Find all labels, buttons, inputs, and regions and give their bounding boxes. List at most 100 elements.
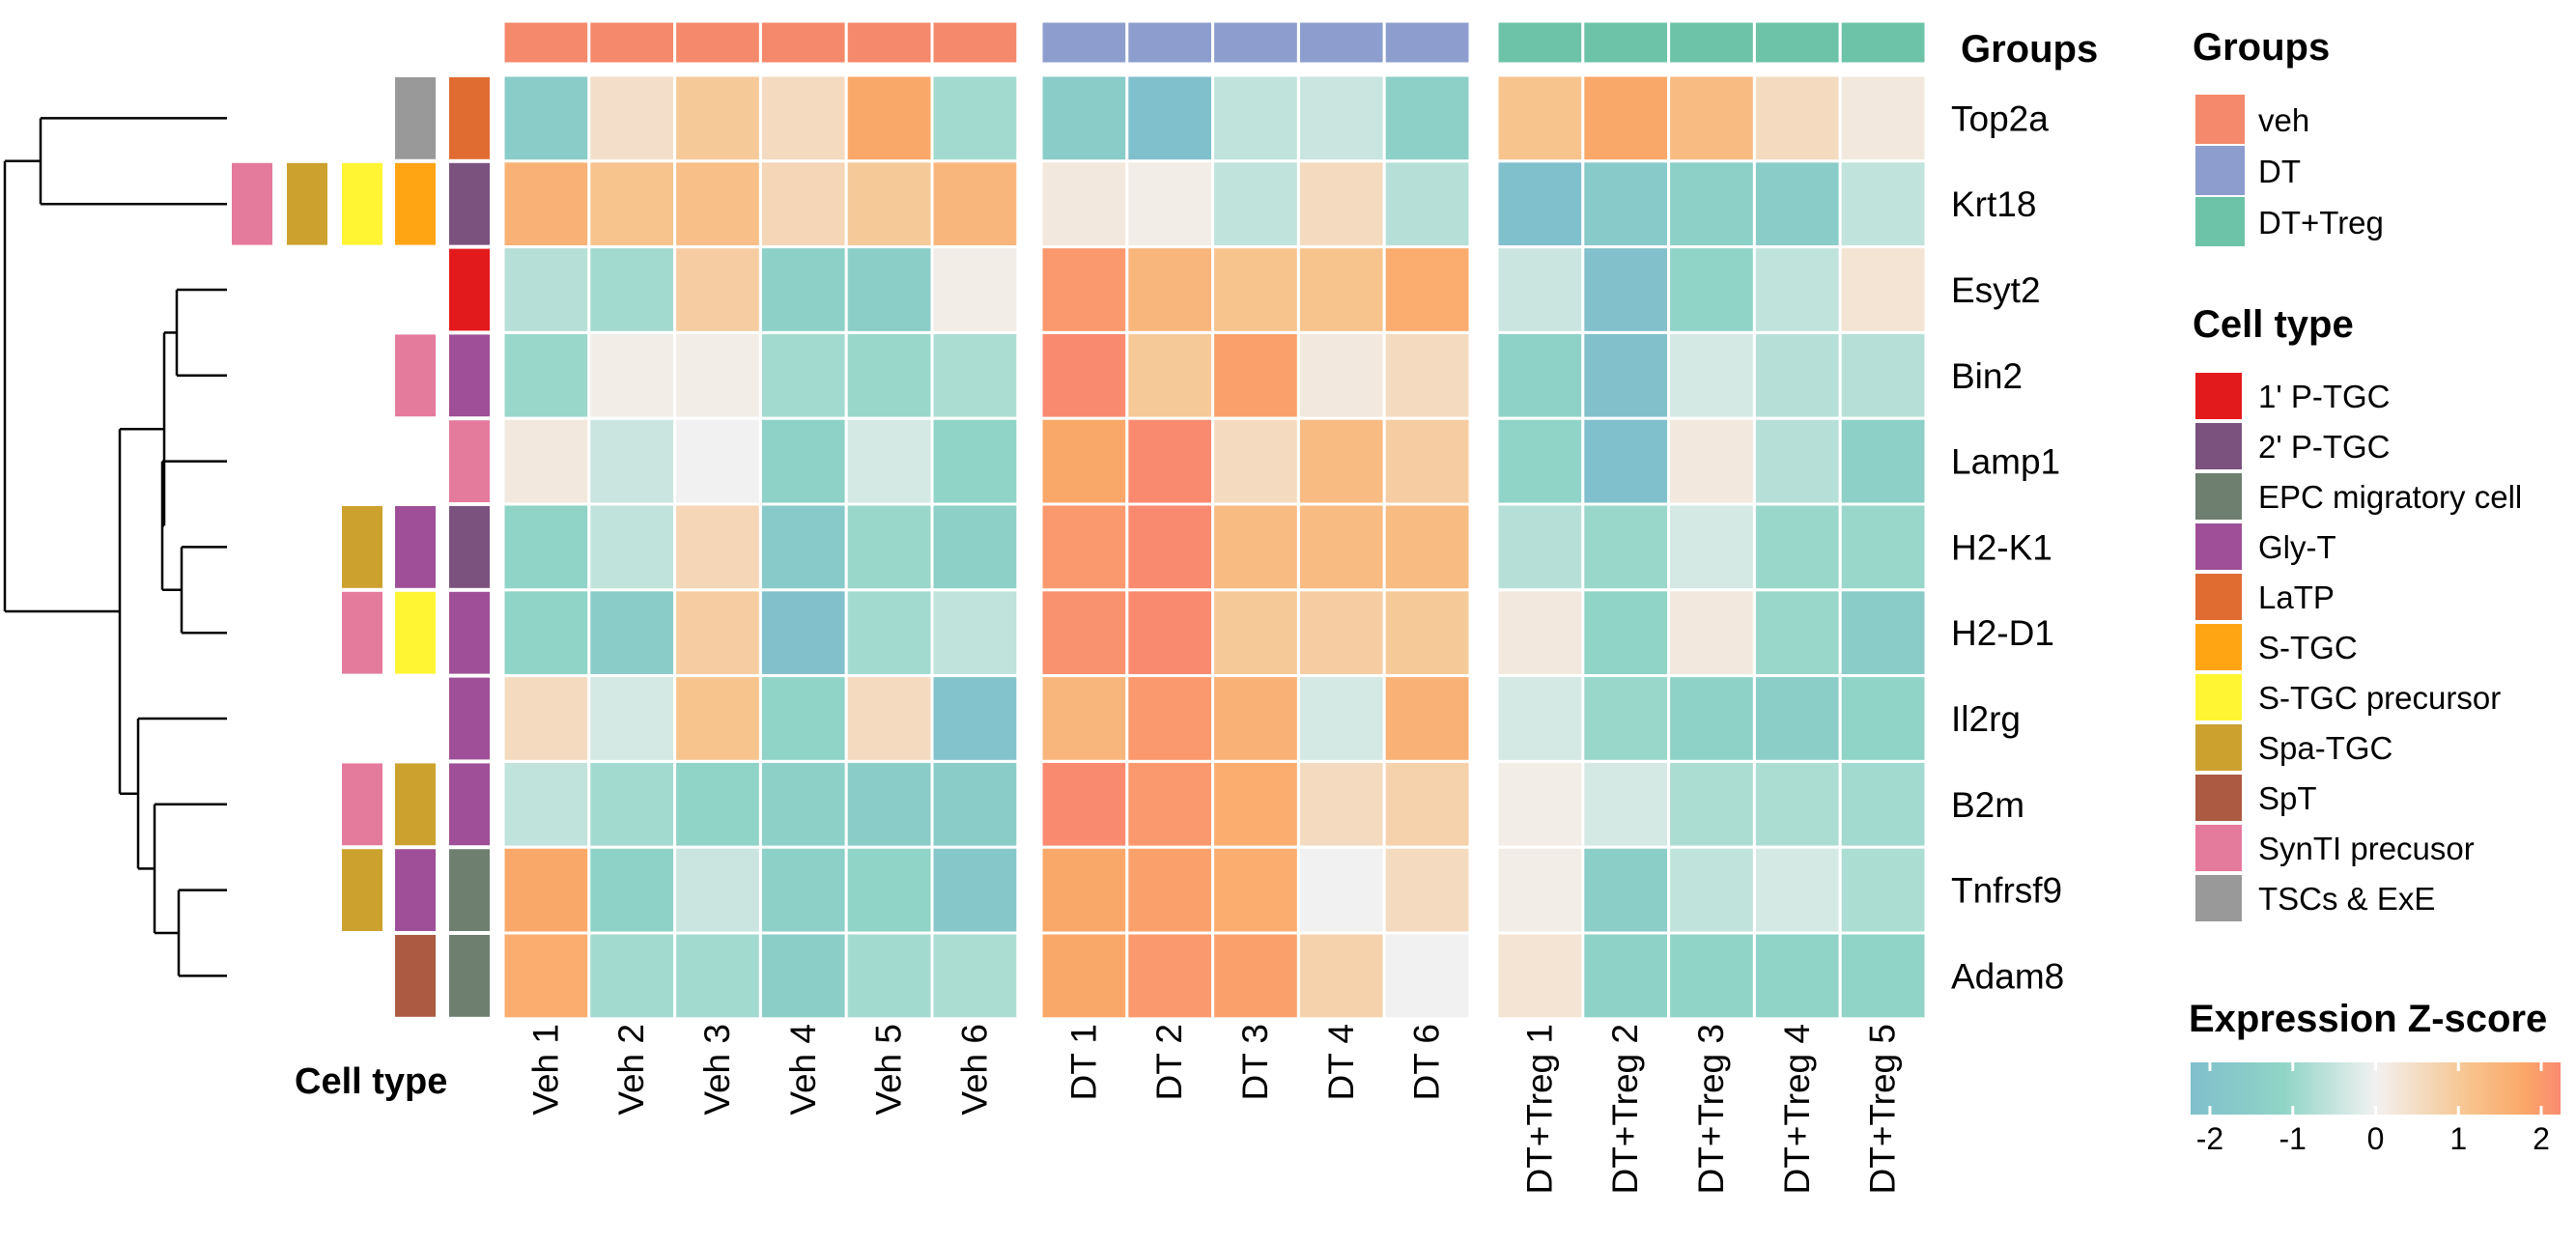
cell-top2a-dt-treg-1 bbox=[1495, 73, 1585, 163]
cell-lamp1-dt-treg-5 bbox=[1838, 416, 1928, 506]
gene-label-adam8: Adam8 bbox=[1951, 956, 2064, 996]
cell-adam8-veh-6 bbox=[930, 931, 1020, 1021]
cell-type-legend-label-spt: SpT bbox=[2258, 780, 2317, 816]
cell-b2m-veh-5 bbox=[844, 759, 934, 849]
cell-h2-d1-dt-treg-5 bbox=[1838, 588, 1928, 678]
cell-top2a-dt-treg-2 bbox=[1581, 73, 1671, 163]
groups-legend-label-veh: veh bbox=[2258, 102, 2309, 138]
annotation-top2a-latp bbox=[449, 77, 490, 159]
cell-lamp1-dt-treg-4 bbox=[1752, 416, 1842, 506]
cell-type-legend-swatch-spa-tgc bbox=[2194, 722, 2244, 773]
expression-color-bar-ticks: -2 -1 0 1 2 bbox=[2196, 1062, 2550, 1156]
gene-label-bin2: Bin2 bbox=[1951, 356, 2023, 396]
cell-bin2-dt-treg-2 bbox=[1581, 330, 1671, 420]
cell-tnfrsf9-dt-treg-3 bbox=[1667, 845, 1756, 935]
cell-adam8-veh-2 bbox=[587, 931, 677, 1021]
cell-krt18-dt-treg-5 bbox=[1838, 159, 1928, 249]
gene-label-esyt2: Esyt2 bbox=[1951, 270, 2041, 310]
cell-adam8-dt-treg-1 bbox=[1495, 931, 1585, 1021]
annotation-tnfrsf9-gly-t bbox=[395, 849, 436, 931]
cell-type-legend-swatch-tscs-exe bbox=[2194, 873, 2244, 923]
column-label-dt-treg-1: DT+Treg 1 bbox=[1519, 1024, 1559, 1195]
cell-tnfrsf9-veh-2 bbox=[587, 845, 677, 935]
cell-il2rg-dt-1 bbox=[1039, 674, 1129, 763]
annotation-b2m-synti-precusor bbox=[342, 763, 382, 846]
cell-krt18-veh-4 bbox=[758, 159, 848, 249]
cell-b2m-dt-treg-4 bbox=[1752, 759, 1842, 849]
cell-b2m-dt-1 bbox=[1039, 759, 1129, 849]
cell-lamp1-dt-treg-2 bbox=[1581, 416, 1671, 506]
annotation-h2-k1-gly-t bbox=[395, 506, 436, 588]
annotation-bin2-gly-t bbox=[449, 334, 490, 417]
cell-il2rg-dt-2 bbox=[1125, 674, 1215, 763]
cell-h2-d1-veh-5 bbox=[844, 588, 934, 678]
top-annotation-track bbox=[501, 19, 1928, 66]
cell-type-legend-label-gly-t: Gly-T bbox=[2258, 529, 2336, 565]
cell-adam8-dt-3 bbox=[1211, 931, 1300, 1021]
column-label-dt-treg-3: DT+Treg 3 bbox=[1691, 1024, 1731, 1195]
cell-lamp1-dt-3 bbox=[1211, 416, 1300, 506]
cell-esyt2-veh-1 bbox=[501, 245, 591, 334]
cell-b2m-veh-3 bbox=[673, 759, 762, 849]
cell-tnfrsf9-dt-treg-1 bbox=[1495, 845, 1585, 935]
cell-h2-d1-veh-2 bbox=[587, 588, 677, 678]
cell-lamp1-veh-4 bbox=[758, 416, 848, 506]
cell-h2-k1-veh-6 bbox=[930, 502, 1020, 592]
cell-top2a-veh-6 bbox=[930, 73, 1020, 163]
cell-type-legend-swatch-spt bbox=[2194, 773, 2244, 823]
cell-il2rg-veh-3 bbox=[673, 674, 762, 763]
cell-lamp1-dt-6 bbox=[1382, 416, 1472, 506]
group-bar-veh-5 bbox=[844, 19, 934, 66]
cell-b2m-dt-4 bbox=[1296, 759, 1386, 849]
gene-labels: Top2a Krt18 Esyt2 Bin2 Lamp1 H2-K1 H2-D1 Il2rg B… bbox=[1951, 99, 2064, 996]
cell-h2-d1-dt-treg-2 bbox=[1581, 588, 1671, 678]
group-bar-dt-treg-4 bbox=[1752, 19, 1842, 66]
cell-b2m-dt-2 bbox=[1125, 759, 1215, 849]
annotation-h2-d1-s-tgc-precursor bbox=[395, 591, 436, 674]
cell-lamp1-veh-3 bbox=[673, 416, 762, 506]
group-bar-dt-4 bbox=[1296, 19, 1386, 66]
cell-h2-d1-dt-3 bbox=[1211, 588, 1300, 678]
cell-h2-k1-dt-treg-3 bbox=[1667, 502, 1756, 592]
cell-adam8-dt-6 bbox=[1382, 931, 1472, 1021]
cell-h2-k1-dt-treg-4 bbox=[1752, 502, 1842, 592]
gene-label-b2m: B2m bbox=[1951, 785, 2024, 825]
annotation-h2-k1-2-p-tgc bbox=[449, 506, 490, 588]
cell-h2-d1-veh-3 bbox=[673, 588, 762, 678]
annotation-krt18-s-tgc bbox=[395, 162, 436, 245]
cell-lamp1-dt-1 bbox=[1039, 416, 1129, 506]
column-label-veh-1: Veh 1 bbox=[525, 1024, 565, 1116]
cell-b2m-dt-6 bbox=[1382, 759, 1472, 849]
annotation-h2-d1-gly-t bbox=[449, 591, 490, 674]
cell-esyt2-veh-5 bbox=[844, 245, 934, 334]
annotation-esyt2-1-p-tgc bbox=[449, 248, 490, 331]
cell-krt18-veh-3 bbox=[673, 159, 762, 249]
cell-bin2-dt-treg-5 bbox=[1838, 330, 1928, 420]
gene-label-tnfrsf9: Tnfrsf9 bbox=[1951, 871, 2062, 911]
annotation-bin2-synti-precusor bbox=[395, 334, 436, 417]
cell-tnfrsf9-dt-2 bbox=[1125, 845, 1215, 935]
cell-h2-k1-dt-treg-1 bbox=[1495, 502, 1585, 592]
annotation-b2m-gly-t bbox=[449, 763, 490, 846]
cell-h2-k1-veh-5 bbox=[844, 502, 934, 592]
cell-adam8-dt-4 bbox=[1296, 931, 1386, 1021]
colorbar-tick-label: -1 bbox=[2279, 1121, 2307, 1156]
cell-il2rg-veh-1 bbox=[501, 674, 591, 763]
cell-il2rg-veh-4 bbox=[758, 674, 848, 763]
cell-esyt2-dt-treg-5 bbox=[1838, 245, 1928, 334]
cell-type-legend-label-1-p-tgc: 1' P-TGC bbox=[2258, 379, 2390, 414]
cell-tnfrsf9-dt-3 bbox=[1211, 845, 1300, 935]
cell-esyt2-veh-6 bbox=[930, 245, 1020, 334]
cell-adam8-dt-2 bbox=[1125, 931, 1215, 1021]
cell-h2-k1-veh-4 bbox=[758, 502, 848, 592]
annotation-adam8-spt bbox=[395, 935, 436, 1017]
group-bar-dt-treg-3 bbox=[1667, 19, 1756, 66]
column-label-dt-2: DT 2 bbox=[1149, 1024, 1189, 1101]
cell-top2a-dt-2 bbox=[1125, 73, 1215, 163]
cell-h2-k1-dt-treg-2 bbox=[1581, 502, 1671, 592]
cell-top2a-dt-treg-5 bbox=[1838, 73, 1928, 163]
cell-h2-k1-dt-treg-5 bbox=[1838, 502, 1928, 592]
cell-tnfrsf9-dt-6 bbox=[1382, 845, 1472, 935]
top-annotation-label: Groups bbox=[1961, 28, 2098, 71]
cell-b2m-dt-treg-2 bbox=[1581, 759, 1671, 849]
